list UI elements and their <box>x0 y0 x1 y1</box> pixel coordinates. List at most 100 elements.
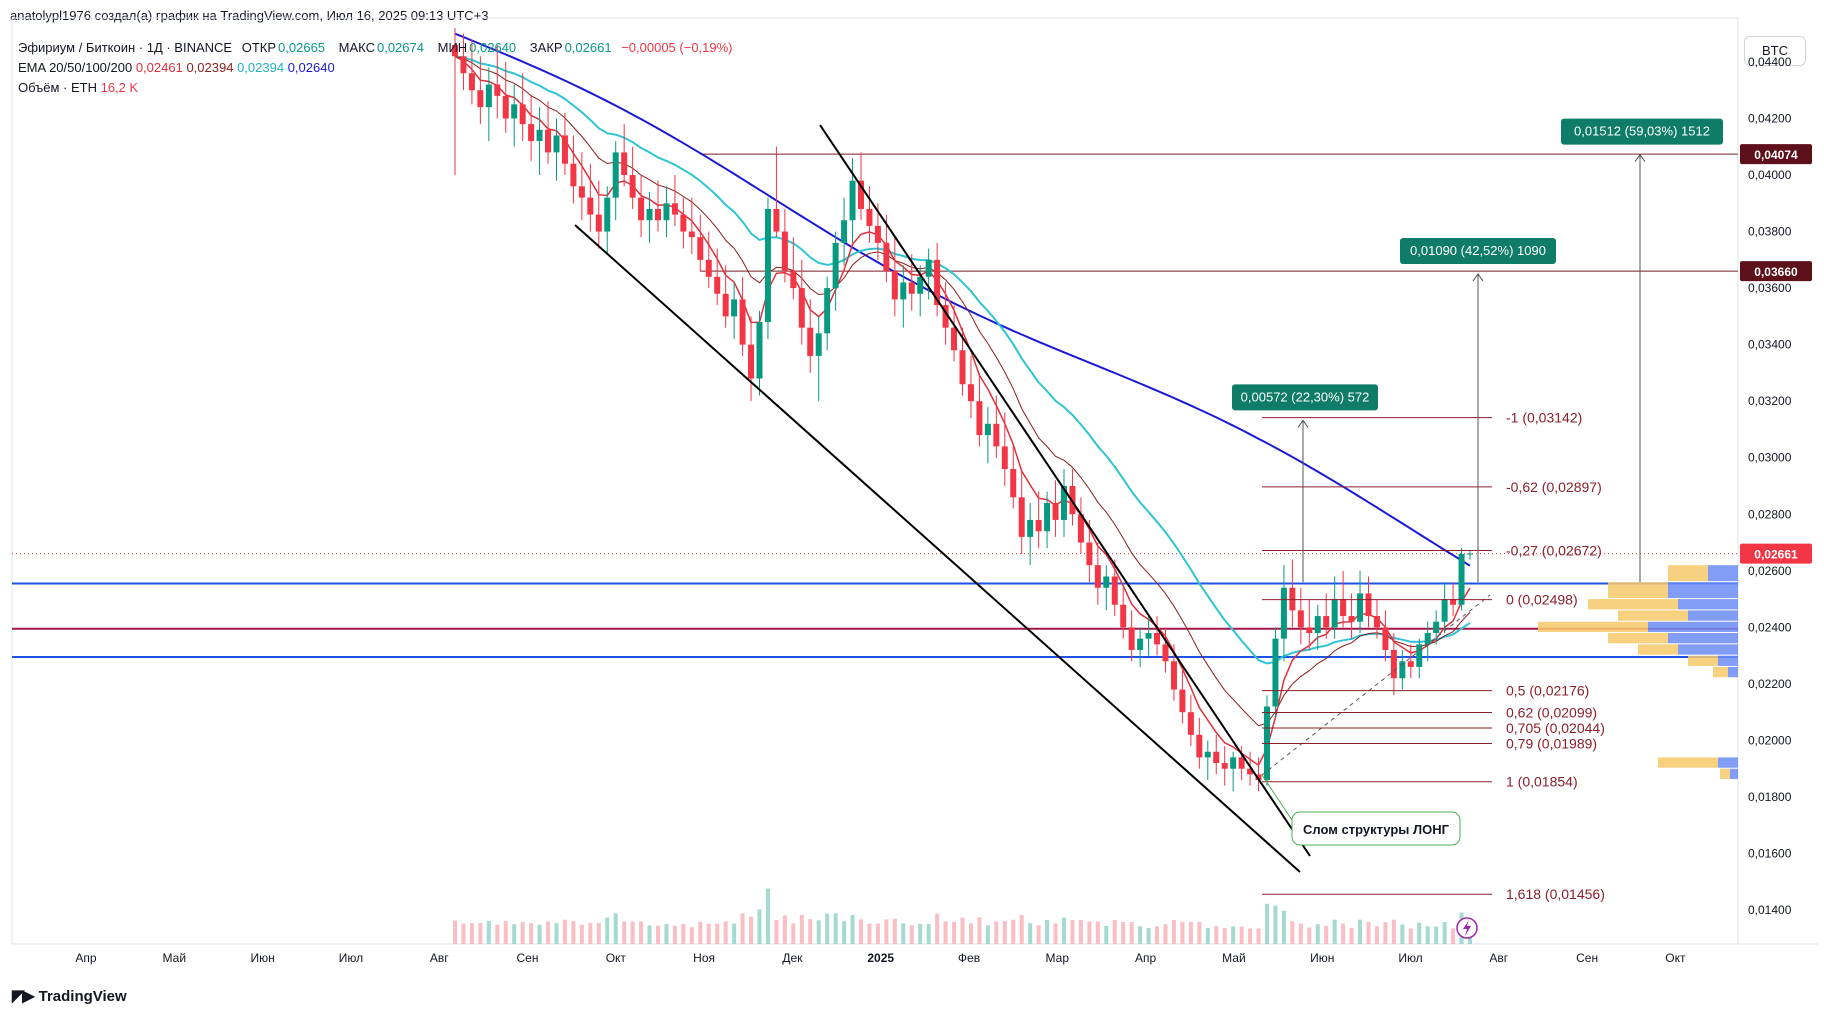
tradingview-logo[interactable]: ◤▶ TradingView <box>12 986 127 1006</box>
legend-high-label: МАКС <box>338 40 375 55</box>
candle <box>731 282 738 339</box>
candle-body <box>841 220 848 243</box>
candle-body <box>874 225 881 243</box>
volume-bar <box>689 927 694 944</box>
candle <box>705 231 712 289</box>
volume-bar <box>706 923 711 944</box>
volume-bar <box>1163 924 1168 944</box>
candle <box>1052 480 1059 537</box>
volume-bar <box>1087 921 1092 944</box>
candle-body <box>528 124 535 142</box>
candle-body <box>477 90 484 108</box>
y-tick-label: 0,02800 <box>1748 507 1792 521</box>
candle <box>1103 565 1110 611</box>
candle <box>1162 627 1169 673</box>
volume-profile-bar <box>1730 768 1738 780</box>
candle-body <box>1357 593 1364 622</box>
currency-button[interactable]: BTC <box>1744 36 1806 66</box>
volume-bar <box>816 920 821 944</box>
legend-ema100: 0,02394 <box>237 60 285 75</box>
candle <box>1331 576 1338 639</box>
candle-body <box>1179 689 1186 713</box>
candle <box>1399 649 1406 690</box>
candle <box>714 248 721 306</box>
legend-symbol[interactable]: Эфириум / Биткоин · 1Д · BINANCE <box>18 40 233 55</box>
candle-body <box>1365 593 1372 617</box>
volume-bar <box>647 925 652 944</box>
candle-body <box>587 197 594 215</box>
volume-bar <box>546 921 551 944</box>
candle <box>1137 627 1144 667</box>
candle-body <box>604 197 611 232</box>
candle <box>638 175 645 238</box>
candle <box>976 372 983 447</box>
candle-body <box>1128 627 1135 650</box>
candle <box>722 265 729 328</box>
candle-body <box>519 104 526 125</box>
candle-body <box>934 259 941 306</box>
volume-profile-bar <box>1713 666 1728 678</box>
candle <box>1365 576 1372 628</box>
volume-bar <box>1155 926 1160 944</box>
x-tick-label: Сен <box>517 951 539 965</box>
candle-body <box>638 197 645 221</box>
candle <box>1094 542 1101 605</box>
candle <box>1280 565 1287 662</box>
candle-body <box>781 231 788 272</box>
volume-bar <box>1324 926 1329 944</box>
volume-profile-bar <box>1678 599 1738 610</box>
candle-body <box>951 327 958 351</box>
legend-low: 0,02640 <box>469 40 517 55</box>
legend-high: 0,02674 <box>376 40 424 55</box>
legend-ema-row[interactable]: EMA 20/50/100/200 0,02461 0,02394 0,0239… <box>18 58 737 78</box>
candle <box>1221 746 1228 786</box>
y-tick-label: 0,04400 <box>1748 55 1792 69</box>
candle-body <box>1018 497 1025 537</box>
annotation-box <box>1291 811 1461 846</box>
y-tick-label: 0,03400 <box>1748 338 1792 352</box>
volume-bar <box>1290 921 1295 944</box>
volume-bar <box>613 913 618 944</box>
volume-bar <box>1265 903 1269 944</box>
candle-body <box>1441 599 1448 622</box>
volume-bar <box>791 923 796 944</box>
x-tick-label: Сен <box>1576 951 1598 965</box>
volume-bar <box>1273 905 1278 944</box>
candle-body <box>1044 502 1051 532</box>
legend-volume-row[interactable]: Объём · ETH 16,2 K <box>18 78 737 98</box>
volume-bar <box>723 921 728 944</box>
candle <box>485 67 492 142</box>
legend-change: −0,00005 (−0,19%) <box>621 40 733 55</box>
volume-bar <box>799 914 804 944</box>
candle-body <box>1111 576 1118 605</box>
volume-bar <box>1451 928 1456 944</box>
candle-body <box>976 401 983 436</box>
candle <box>1450 582 1457 617</box>
volume-bar <box>1442 922 1447 944</box>
y-tick-label: 0,02600 <box>1748 564 1792 578</box>
candle <box>1010 446 1017 509</box>
candle <box>1441 582 1448 634</box>
candle <box>1357 570 1364 634</box>
price-tag-label: 0,04074 <box>1754 148 1798 162</box>
candle-body <box>1323 616 1330 628</box>
legend-low-label: МИН <box>437 40 468 55</box>
measure-box-label: 0,01512 (59,03%) 1512 <box>1574 124 1710 139</box>
candle-body <box>748 344 755 379</box>
volume-bar <box>1366 922 1371 944</box>
x-tick-label: Ноя <box>693 951 715 965</box>
volume-bar <box>1341 923 1346 944</box>
candle-body <box>1390 649 1397 679</box>
fib-level-label: 0,5 (0,02176) <box>1506 683 1589 699</box>
volume-bar <box>977 917 982 944</box>
candle-body <box>1213 751 1220 764</box>
volume-bar <box>1188 922 1193 944</box>
candle-body <box>1170 661 1177 690</box>
volume-bar <box>529 923 534 944</box>
x-tick-label: Окт <box>1665 951 1686 965</box>
legend-ema200: 0,02640 <box>287 60 335 75</box>
legend-symbol-row: Эфириум / Биткоин · 1Д · BINANCE ОТКР 0,0… <box>18 38 737 58</box>
volume-bar <box>1222 928 1227 944</box>
price-tag <box>1740 543 1812 564</box>
